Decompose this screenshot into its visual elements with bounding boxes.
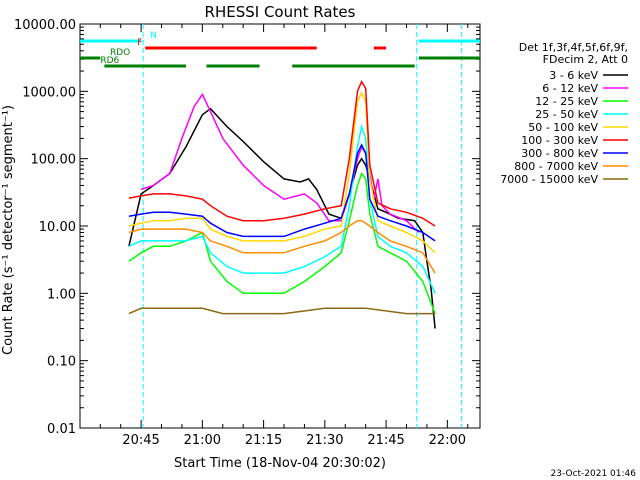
series-line [128,90,436,254]
series-line [128,219,436,274]
x-tick-label: 21:15 [245,433,282,448]
plot-frame [79,23,481,429]
legend-entry-label: 7000 - 15000 keV [500,173,598,186]
x-tick-label: 21:00 [184,433,221,448]
x-axis-label: Start Time (18-Nov-04 20:30:02) [174,456,386,471]
y-tick-label: 10.00 [39,220,76,235]
y-tick-label: 1.00 [47,287,76,302]
legend-entry-label: 50 - 100 keV [528,121,598,134]
legend-entry-label: 12 - 25 keV [535,95,598,108]
flag-label-f: F [137,38,142,48]
series-line [140,92,420,234]
legend-entry-label: 300 - 800 keV [521,147,598,160]
y-tick-label: 10000.00 [14,18,76,33]
chart-title: RHESSI Count Rates [205,3,356,21]
flag-label-rd6: RD6 [100,56,119,66]
legend-entry-label: 25 - 50 keV [535,108,598,121]
x-tick-label: 21:30 [306,433,343,448]
legend-header: FDecim 2, Att 0 [543,53,628,66]
legend-entry-label: 6 - 12 keV [542,82,598,95]
x-tick-label: 20:45 [122,433,159,448]
plot-area: 0.01 0.10 1.00 10.00 100.00 1000.00 10000.00 20… [14,18,481,448]
y-axis-label-group: Count Rate (s⁻¹ detector⁻¹ segment⁻¹) [1,105,16,355]
x-tick-label: 22:00 [429,433,466,448]
flag-label-rdo: RDO [110,48,130,58]
series-line [128,123,436,294]
y-tick-label: 0.10 [47,355,76,370]
footer-timestamp: 23-Oct-2021 01:46 [551,469,637,479]
legend-entry-label: 800 - 7000 keV [514,160,598,173]
x-tick-label: 21:45 [367,433,404,448]
series-line [128,307,436,315]
y-tick-label: 100.00 [31,153,77,168]
series-line [128,172,436,314]
y-tick-label: 1000.00 [22,85,76,100]
legend-entry-label: 100 - 300 keV [521,134,598,147]
legend-entry-label: 3 - 6 keV [549,69,598,82]
legend-header: Det 1f,3f,4f,5f,6f,9f, [519,41,628,54]
legend: Det 1f,3f,4f,5f,6f,9f,FDecim 2, Att 0 3 -… [500,41,628,186]
series-line [128,79,436,227]
series-line [128,143,436,242]
flag-label-n: N [150,31,157,41]
y-tick-label: 0.01 [47,422,76,437]
y-axis-label: Count Rate (s⁻¹ detector⁻¹ segment⁻¹) [1,105,16,355]
